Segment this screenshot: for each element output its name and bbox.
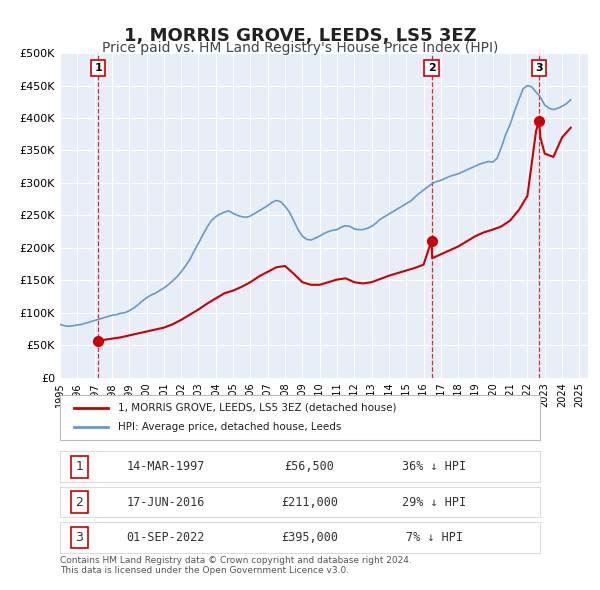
Text: 01-SEP-2022: 01-SEP-2022 bbox=[127, 531, 205, 544]
Text: £211,000: £211,000 bbox=[281, 496, 338, 509]
Text: 36% ↓ HPI: 36% ↓ HPI bbox=[403, 460, 466, 473]
Text: HPI: Average price, detached house, Leeds: HPI: Average price, detached house, Leed… bbox=[118, 422, 341, 432]
Text: £56,500: £56,500 bbox=[284, 460, 335, 473]
Text: 29% ↓ HPI: 29% ↓ HPI bbox=[403, 496, 466, 509]
Text: 14-MAR-1997: 14-MAR-1997 bbox=[127, 460, 205, 473]
Text: 3: 3 bbox=[535, 63, 543, 73]
Text: 17-JUN-2016: 17-JUN-2016 bbox=[127, 496, 205, 509]
Text: 1: 1 bbox=[94, 63, 102, 73]
Text: 1, MORRIS GROVE, LEEDS, LS5 3EZ: 1, MORRIS GROVE, LEEDS, LS5 3EZ bbox=[124, 27, 476, 45]
Text: Price paid vs. HM Land Registry's House Price Index (HPI): Price paid vs. HM Land Registry's House … bbox=[102, 41, 498, 55]
Text: 2: 2 bbox=[75, 496, 83, 509]
Text: 7% ↓ HPI: 7% ↓ HPI bbox=[406, 531, 463, 544]
Text: £395,000: £395,000 bbox=[281, 531, 338, 544]
Text: Contains HM Land Registry data © Crown copyright and database right 2024.
This d: Contains HM Land Registry data © Crown c… bbox=[60, 556, 412, 575]
Text: 1, MORRIS GROVE, LEEDS, LS5 3EZ (detached house): 1, MORRIS GROVE, LEEDS, LS5 3EZ (detache… bbox=[118, 403, 396, 412]
Text: 1: 1 bbox=[75, 460, 83, 473]
Text: 3: 3 bbox=[75, 531, 83, 544]
Text: 2: 2 bbox=[428, 63, 436, 73]
